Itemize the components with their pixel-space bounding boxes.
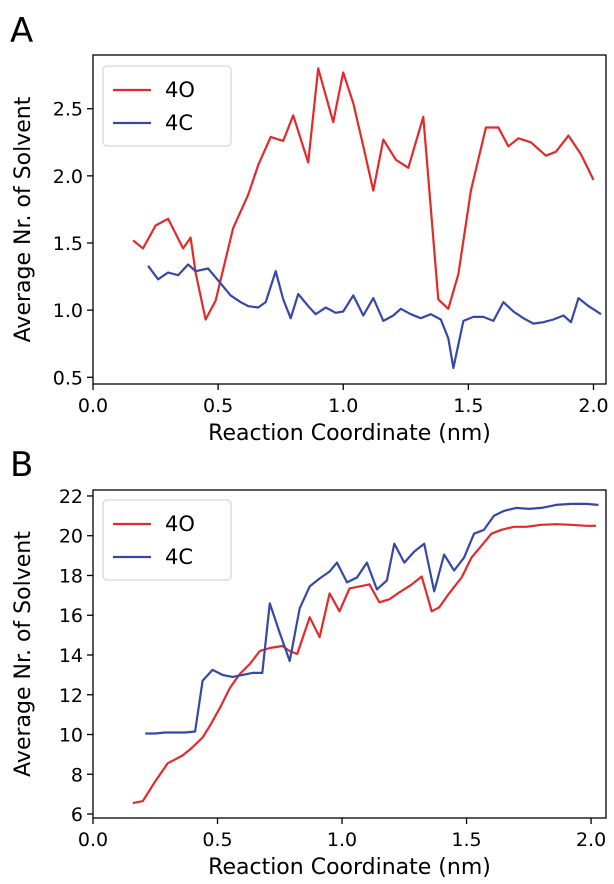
- legend-label-4c: 4C: [165, 111, 193, 135]
- legend-label-4o: 4O: [165, 512, 195, 536]
- panel-b: B 0.0 0.5 1.0 1.5 2.0 6 8 10 12 14 16 18 20 22 Reaction…: [10, 445, 607, 880]
- y-tick-label: 1.0: [53, 300, 83, 322]
- x-tick-label: 0.5: [203, 395, 233, 417]
- x-tick-label: 1.0: [328, 395, 358, 417]
- y-tick-label: 0.5: [53, 367, 83, 389]
- x-tick-label: 0.0: [78, 395, 108, 417]
- x-tick-label: 2.0: [578, 395, 608, 417]
- series-line-4c: [147, 263, 602, 369]
- y-tick-label: 22: [59, 486, 83, 508]
- legend-box: [102, 65, 232, 147]
- y-axis-title: Average Nr. of Solvent: [11, 531, 36, 777]
- y-tick-label: 16: [59, 605, 83, 627]
- series-line-4o: [132, 67, 595, 321]
- plot-frame: [92, 489, 607, 819]
- y-tick-label: 18: [59, 565, 83, 587]
- x-tick-label: 1.5: [451, 829, 481, 851]
- panel-label: B: [10, 445, 33, 485]
- y-tick-label: 1.5: [53, 233, 83, 255]
- y-tick-label: 10: [59, 725, 83, 747]
- x-axis-title: Reaction Coordinate (nm): [208, 421, 491, 446]
- plot-frame: [92, 54, 607, 385]
- y-tick-label: 2.0: [53, 166, 83, 188]
- x-tick-label: 1.0: [327, 829, 357, 851]
- series-line-4c: [145, 502, 599, 735]
- y-axis-title: Average Nr. of Solvent: [11, 96, 36, 342]
- series-line-4o: [132, 523, 596, 805]
- legend-box: [102, 499, 232, 581]
- x-tick-label: 0.0: [78, 829, 108, 851]
- panel-label: A: [10, 11, 33, 51]
- y-tick-label: 6: [71, 804, 83, 826]
- legend-label-4c: 4C: [165, 545, 193, 569]
- y-tick-label: 2.5: [53, 99, 83, 121]
- x-tick-label: 1.5: [453, 395, 483, 417]
- x-tick-label: 2.0: [576, 829, 606, 851]
- y-tick-label: 14: [59, 645, 83, 667]
- y-tick-label: 20: [59, 526, 83, 548]
- y-tick-label: 12: [59, 685, 83, 707]
- y-tick-label: 8: [71, 764, 83, 786]
- x-axis-title: Reaction Coordinate (nm): [208, 855, 491, 880]
- x-tick-label: 0.5: [202, 829, 232, 851]
- legend-label-4o: 4O: [165, 78, 195, 102]
- panel-a: A 0.0 0.5 1.0 1.5 2.0 0.5 1.0 1.5 2.0 2.5 Reaction …: [10, 11, 609, 446]
